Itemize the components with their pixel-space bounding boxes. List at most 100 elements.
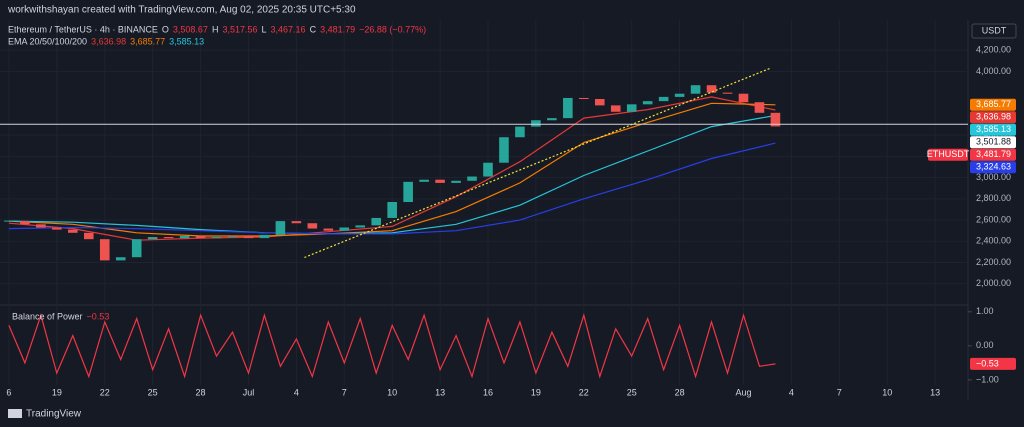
x-tick-label: 7 xyxy=(837,387,842,397)
price-tag-label: 3,481.79 xyxy=(976,149,1011,159)
candle xyxy=(419,179,429,182)
candle xyxy=(99,239,110,261)
candle xyxy=(147,237,158,240)
x-tick-label: 13 xyxy=(930,387,940,397)
candle xyxy=(403,181,413,203)
x-tick-label: 19 xyxy=(52,387,62,397)
legend-value: 3,636.98 xyxy=(91,36,126,46)
symbol-tag xyxy=(928,148,968,161)
candle xyxy=(275,221,286,235)
price-tag xyxy=(970,111,1016,124)
candle xyxy=(68,229,78,233)
candle xyxy=(179,235,190,239)
candle xyxy=(435,179,445,183)
candle xyxy=(195,235,206,239)
ema-line xyxy=(8,102,776,237)
x-tick-label: 22 xyxy=(100,387,110,397)
x-tick-label: 10 xyxy=(387,387,397,397)
candle xyxy=(20,221,30,225)
candle xyxy=(36,224,46,228)
legend-value: 3,685.77 xyxy=(130,36,165,46)
candle xyxy=(770,112,781,127)
y-tick-label: 2,400.00 xyxy=(976,236,1011,246)
candle xyxy=(163,237,174,239)
x-tick-label: Aug xyxy=(735,387,751,397)
candle xyxy=(227,235,238,238)
candle xyxy=(658,96,669,102)
symbol: Ethereum / TetherUS · 4h · BINANCE xyxy=(8,24,158,34)
bop-line xyxy=(8,313,776,379)
y-tick-label: 2,800.00 xyxy=(976,193,1011,203)
candle xyxy=(339,227,350,231)
price-tag-label: 3,685.77 xyxy=(976,99,1011,109)
candle xyxy=(738,93,749,103)
price-tag xyxy=(970,136,1016,149)
x-tick-label: 25 xyxy=(627,387,637,397)
currency-button[interactable] xyxy=(971,23,1017,39)
y-tick-label: 1.00 xyxy=(976,306,994,316)
legend-value: 3,585.13 xyxy=(169,36,204,46)
candle xyxy=(642,101,653,105)
candle xyxy=(499,137,509,163)
y-tick-label: 2,000.00 xyxy=(976,278,1011,288)
logo xyxy=(8,409,22,418)
x-tick-label: Jul xyxy=(243,387,255,397)
price-tag xyxy=(970,98,1016,111)
candle xyxy=(211,237,222,239)
price-tag-label: 3,585.13 xyxy=(976,124,1011,134)
candle xyxy=(83,232,94,240)
price-tag-label: 3,324.63 xyxy=(976,162,1011,172)
x-tick-label: 4 xyxy=(789,387,794,397)
candle xyxy=(563,97,573,119)
y-tick-label: 0.00 xyxy=(976,340,994,350)
y-tick-label: −1.00 xyxy=(976,374,999,384)
y-tick-label: 2,200.00 xyxy=(976,257,1011,267)
brand: TradingView xyxy=(26,409,82,420)
candle xyxy=(259,234,270,239)
ohlc-value: 3,467.16 xyxy=(271,24,306,34)
candle xyxy=(706,85,717,93)
x-tick-label: 28 xyxy=(675,387,685,397)
ohlc-value: 3,508.67 xyxy=(173,24,208,34)
ohlc-key: L xyxy=(262,24,267,34)
candle xyxy=(547,118,557,121)
ohlc-key: O xyxy=(162,24,169,34)
candle xyxy=(531,120,541,127)
x-tick-label: 6 xyxy=(6,387,11,397)
candle xyxy=(674,93,685,97)
ohlc-value: 3,481.79 xyxy=(320,24,355,34)
ohlc-key: H xyxy=(212,24,219,34)
candle xyxy=(307,223,318,229)
ema-line xyxy=(8,142,776,235)
x-tick-label: 4 xyxy=(294,387,299,397)
value-tag xyxy=(970,357,1016,370)
candle xyxy=(754,102,765,113)
currency[interactable]: USDT xyxy=(982,25,1007,35)
candle xyxy=(387,202,397,218)
candle xyxy=(722,92,733,94)
candle xyxy=(131,239,142,258)
candle xyxy=(115,257,126,261)
x-tick-label: 19 xyxy=(531,387,541,397)
candle xyxy=(690,85,701,94)
price-tag xyxy=(970,161,1016,174)
credit: workwithshayan created with TradingView.… xyxy=(7,5,356,16)
value-tag-label: −0.53 xyxy=(976,358,999,368)
x-tick-label: 7 xyxy=(342,387,347,397)
x-tick-label: 22 xyxy=(579,387,589,397)
candle xyxy=(355,225,366,228)
candle xyxy=(451,180,461,183)
y-tick-label: 4,000.00 xyxy=(976,66,1011,76)
candle xyxy=(594,99,605,106)
ohlc-value: 3,517.56 xyxy=(222,24,257,34)
change: −26.88 (−0.77%) xyxy=(359,24,426,34)
indicator-value: −0.53 xyxy=(87,311,110,321)
x-tick-label: 25 xyxy=(148,387,158,397)
price-tag-label: 3,636.98 xyxy=(976,112,1011,122)
price-tag xyxy=(970,123,1016,136)
candle xyxy=(52,227,62,230)
indicator-title: Balance of Power xyxy=(12,311,83,321)
x-tick-label: 10 xyxy=(882,387,892,397)
